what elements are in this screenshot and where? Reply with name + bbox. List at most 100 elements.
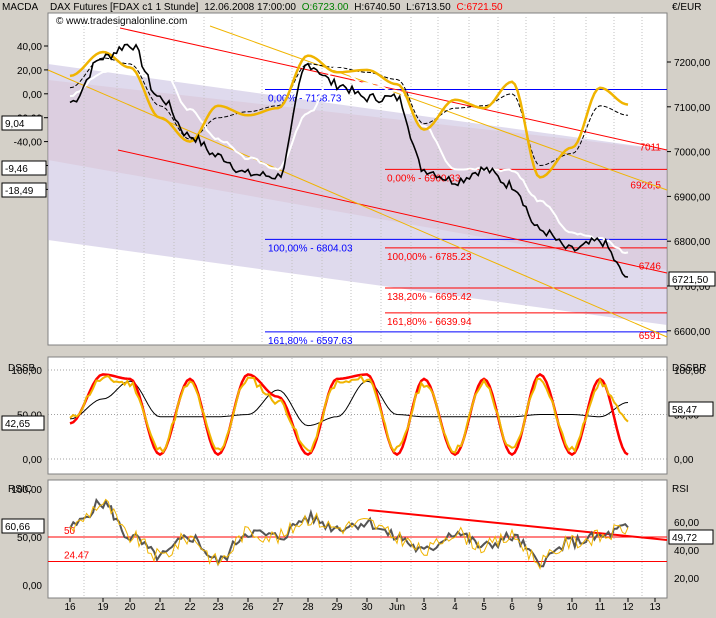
x-tick-label: 4 bbox=[452, 602, 458, 613]
macd-badge-box bbox=[1, 115, 43, 131]
price-badge: 6721,50 bbox=[672, 275, 709, 286]
header-title: DAX Futures [FDAX c1 1 Stunde] 12.06.200… bbox=[50, 2, 503, 13]
fibonacci-levels: 0,00% - 7138.73 100,00% - 6804.03 161,80% … bbox=[265, 88, 667, 347]
x-tick-label: Jun bbox=[389, 602, 405, 613]
price-line[interactable] bbox=[69, 43, 629, 278]
main-gridlines bbox=[83, 17, 643, 343]
price-tick-label: 7200,00 bbox=[674, 58, 711, 69]
price-tick-label: 6900,00 bbox=[674, 192, 711, 203]
stoch-right-badge-box bbox=[668, 401, 714, 417]
signal-badge: -9,46 bbox=[5, 164, 28, 175]
macd-tick-label: -40,00 bbox=[14, 138, 43, 149]
x-tick-label: 13 bbox=[649, 602, 661, 613]
x-tick-label: 30 bbox=[361, 602, 373, 613]
x-tick-label: 5 bbox=[481, 602, 487, 613]
macd-tick-label: 20,00 bbox=[17, 66, 42, 77]
rsi-level-label: 24.47 bbox=[64, 551, 89, 562]
rsi-left-badge-box bbox=[1, 518, 45, 534]
fib-red-label: 138,20% - 6695.42 bbox=[387, 292, 472, 303]
stoch-yellow-line[interactable] bbox=[69, 374, 629, 454]
channel-fill bbox=[48, 64, 667, 325]
rsi-right-badge: 49,72 bbox=[672, 533, 697, 544]
stoch-right-badge: 58,47 bbox=[672, 405, 697, 416]
channel-lower-yellow[interactable] bbox=[47, 69, 668, 338]
rsi-yellow-line[interactable] bbox=[69, 498, 629, 571]
x-tick-label: 23 bbox=[212, 602, 224, 613]
x-tick-label: 12 bbox=[622, 602, 634, 613]
white-average-line[interactable] bbox=[69, 43, 629, 255]
value-badges: 9,04 -9,46 -18,49 6721,50 42,65 58,47 60,66 49,… bbox=[1, 115, 716, 545]
rsi-gridlines: 50 24.47 bbox=[48, 481, 667, 596]
stoch-left-tick: 100,00 bbox=[11, 366, 42, 377]
rsi-right-badge-box bbox=[668, 529, 714, 545]
rsi-left-tick: 0,00 bbox=[23, 581, 43, 592]
stoch-right-tick: 0,00 bbox=[674, 455, 694, 466]
main-pane[interactable] bbox=[47, 12, 668, 346]
rsi-left-tick: 100,00 bbox=[11, 485, 42, 496]
x-tick-label: 26 bbox=[242, 602, 254, 613]
x-tick-label: 21 bbox=[154, 602, 166, 613]
rsi-right-tick: 20,00 bbox=[674, 574, 699, 585]
stoch-right-label: DSSBR bbox=[672, 363, 706, 374]
trend-channel bbox=[47, 25, 668, 338]
white-badge-box bbox=[1, 182, 47, 198]
price-tick-label: 7100,00 bbox=[674, 103, 711, 114]
rsi-left-tick: 50,00 bbox=[17, 533, 42, 544]
price-tick-label: 6600,00 bbox=[674, 327, 711, 338]
x-tick-label: 16 bbox=[64, 602, 76, 613]
level-label: 6926,5 bbox=[630, 181, 661, 192]
stoch-left-label: DSSB bbox=[8, 363, 36, 374]
fib-red-label: 161,80% - 6639.94 bbox=[387, 317, 472, 328]
x-tick-label: 11 bbox=[595, 602, 606, 613]
fib-red-label: 0,00% - 6960.33 bbox=[387, 173, 461, 184]
main-left-label: MACDA bbox=[2, 2, 38, 13]
rsi-pane[interactable] bbox=[47, 479, 668, 599]
price-badge-box bbox=[668, 271, 716, 287]
watermark: © www.tradesignalonline.com bbox=[56, 16, 187, 27]
rsi-left-label: RSIC bbox=[8, 484, 32, 495]
x-tick-label: 27 bbox=[272, 602, 284, 613]
macd-line[interactable] bbox=[69, 50, 629, 179]
x-tick-label: 22 bbox=[184, 602, 196, 613]
rsi-right-tick: 60,00 bbox=[674, 518, 699, 529]
rsi-left-badge: 60,66 bbox=[5, 522, 30, 533]
price-tick-label: 6700,00 bbox=[674, 282, 711, 293]
price-tick-label: 7000,00 bbox=[674, 148, 711, 159]
x-tick-label: 6 bbox=[509, 602, 515, 613]
macd-badge: 9,04 bbox=[5, 119, 25, 130]
fib-blue-label: 0,00% - 7138.73 bbox=[268, 93, 342, 104]
level-label: 6746 bbox=[639, 261, 662, 272]
rsi-right-tick: 40,00 bbox=[674, 546, 699, 557]
fib-red-label: 100,00% - 6785.23 bbox=[387, 252, 472, 263]
stoch-slow-line[interactable] bbox=[69, 380, 629, 427]
x-tick-label: 3 bbox=[421, 602, 427, 613]
stoch-left-badge: 42,65 bbox=[5, 419, 30, 430]
main-right-label: €/EUR bbox=[672, 2, 701, 13]
x-tick-label: 10 bbox=[566, 602, 578, 613]
level-label: 6591 bbox=[639, 331, 662, 342]
level-label: 7011 bbox=[639, 143, 661, 154]
x-tick-label: 9 bbox=[537, 602, 543, 613]
rsi-level-label: 50 bbox=[64, 526, 76, 537]
macd-tick-label: 40,00 bbox=[17, 42, 42, 53]
channel-lower-red[interactable] bbox=[117, 149, 668, 274]
stoch-left-tick: 0,00 bbox=[23, 455, 43, 466]
price-tick-label: 6800,00 bbox=[674, 237, 711, 248]
rsi-right-label: RSI bbox=[672, 484, 689, 495]
fib-blue-label: 161,80% - 6597.63 bbox=[268, 336, 353, 347]
rsi-trendline[interactable] bbox=[367, 509, 668, 541]
channel-upper-red[interactable] bbox=[119, 27, 668, 151]
x-tick-label: 28 bbox=[302, 602, 314, 613]
x-tick-label: 20 bbox=[124, 602, 136, 613]
macd-tick-label: 0,00 bbox=[23, 90, 43, 101]
channel-upper-yellow[interactable] bbox=[209, 25, 668, 191]
stoch-right-tick: 100,00 bbox=[674, 366, 705, 377]
fib-blue-label: 100,00% - 6804.03 bbox=[268, 243, 353, 254]
stoch-left-badge-box bbox=[1, 415, 45, 431]
signal-badge-box bbox=[1, 160, 47, 176]
x-tick-label: 19 bbox=[97, 602, 109, 613]
rsi-dark-line[interactable] bbox=[69, 497, 629, 568]
x-tick-label: 29 bbox=[331, 602, 343, 613]
